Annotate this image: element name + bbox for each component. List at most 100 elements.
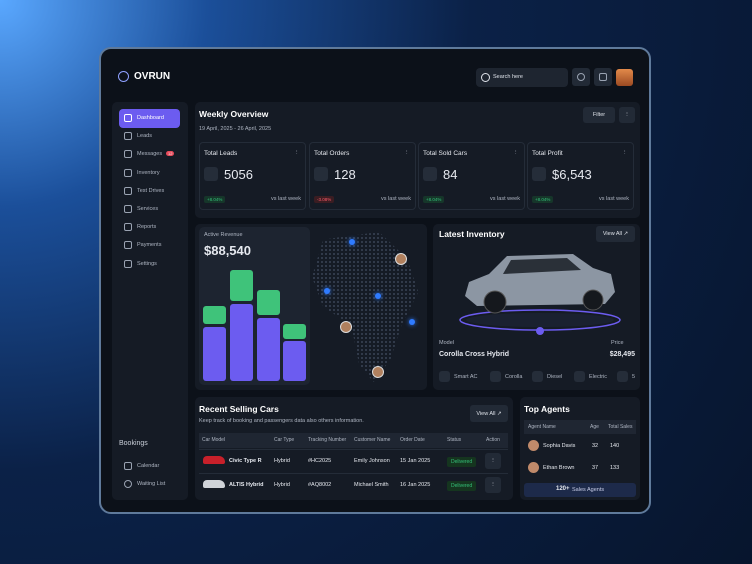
more-icon: ⋮: [294, 150, 300, 156]
notification-button[interactable]: [594, 68, 612, 86]
feature-label: Electric: [589, 374, 608, 380]
table-header: Total Sales: [608, 424, 633, 430]
filter-label: Filter: [592, 112, 606, 118]
nav-item[interactable]: Messages: [137, 151, 163, 158]
feature-icon: [532, 371, 543, 382]
stat-value: 128: [334, 167, 356, 182]
nav-item[interactable]: Settings: [137, 260, 157, 267]
nav-icon: [124, 132, 132, 141]
car-wheel: [582, 289, 604, 311]
filter-button[interactable]: Filter: [583, 107, 615, 123]
model-name: Corolla Cross Hybrid: [439, 351, 510, 358]
table-cell: 140: [610, 443, 620, 449]
stat-compare: vs last week: [490, 196, 520, 202]
stat-change: +8.04%: [423, 196, 445, 203]
map-avatar: [340, 321, 352, 333]
map-marker: [409, 319, 415, 325]
nav-item[interactable]: Waiting List: [137, 481, 166, 487]
revenue-bar-top: [283, 324, 306, 339]
price: $28,495: [609, 351, 635, 358]
view-all-label: View All: [602, 231, 623, 237]
feature-label: Smart AC: [454, 374, 478, 380]
nav-item[interactable]: Services: [137, 206, 159, 212]
table-header: Age: [590, 424, 599, 430]
view-all-button[interactable]: View All ↗: [470, 405, 508, 422]
stat-icon: [532, 167, 546, 181]
nav-item[interactable]: Calendar: [137, 463, 160, 469]
map-avatar: [372, 366, 384, 378]
stat-value: 5056: [224, 167, 253, 182]
view-all-button[interactable]: View All ↗: [596, 226, 635, 242]
more-icon: ⋮: [404, 150, 410, 156]
stat-value: 84: [443, 167, 458, 182]
table-cell: 37: [592, 465, 599, 471]
settings-icon: [577, 73, 585, 81]
nav-item[interactable]: Dashboard: [137, 115, 164, 121]
price-label: Price: [611, 340, 624, 346]
feature-icon: [617, 371, 628, 382]
agents-count-bg: [524, 483, 636, 497]
agent-avatar: [528, 462, 539, 473]
stat-label: Total Orders: [314, 150, 350, 157]
feature-label: Diesel: [547, 374, 563, 380]
table-header: Agent Name: [528, 424, 556, 430]
carousel-dot[interactable]: [536, 327, 544, 335]
table-cell: Hybrid: [274, 458, 290, 464]
feature-icon: [574, 371, 585, 382]
nav-icon: [124, 150, 132, 159]
search-icon: [481, 73, 490, 82]
agents-panel: [520, 397, 640, 500]
nav-icon: [124, 480, 132, 488]
inventory-title: Latest Inventory: [439, 229, 505, 239]
message-badge: 12: [166, 151, 175, 156]
car-image: [459, 254, 621, 335]
nav-item[interactable]: Reports: [137, 224, 157, 231]
user-avatar[interactable]: [616, 69, 633, 86]
nav-item[interactable]: Test Drives: [137, 187, 165, 194]
revenue-bar-top: [230, 270, 253, 301]
logo-icon: [118, 71, 129, 82]
nav-item[interactable]: Inventory: [137, 169, 160, 176]
nav-item[interactable]: Leads: [137, 133, 152, 140]
table-cell: Michael Smith: [354, 482, 389, 488]
feature-label: 5: [632, 374, 636, 380]
revenue-bar: [283, 341, 306, 381]
map-marker: [375, 293, 381, 299]
settings-button[interactable]: [572, 68, 590, 86]
sidebar: [112, 102, 188, 500]
table-header-bg: [199, 433, 508, 448]
recent-sales-subtitle: Keep track of booking and passengers dat…: [199, 418, 364, 424]
revenue-label: Active Revenue: [204, 232, 243, 238]
revenue-bar-top: [257, 290, 280, 315]
table-cell: Civic Type R: [229, 458, 262, 464]
row-divider: [199, 473, 508, 474]
stat-change: -3.08%: [314, 196, 335, 203]
action-button[interactable]: ⋮: [485, 477, 501, 493]
table-header: Car Type: [274, 437, 295, 443]
bell-icon: [599, 73, 607, 81]
table-cell: Emily Johnson: [354, 458, 390, 464]
overview-title: Weekly Overview: [199, 109, 269, 119]
view-all-label: View All: [476, 410, 496, 417]
more-icon: ⋮: [622, 150, 628, 156]
status-badge: Delivered: [447, 481, 477, 491]
recent-sales-title: Recent Selling Cars: [199, 404, 279, 414]
feature-label: Corolla: [505, 374, 523, 380]
table-cell: 133: [610, 465, 620, 471]
action-button[interactable]: ⋮: [485, 453, 501, 469]
revenue-bar: [257, 318, 280, 381]
agents-count: 120+: [556, 486, 570, 492]
table-cell: 15 Jan 2025: [400, 458, 431, 464]
nav-icon: [124, 186, 132, 195]
stat-label: Total Leads: [204, 150, 238, 157]
nav-item[interactable]: Payments: [137, 242, 162, 249]
more-button[interactable]: ⋮: [619, 107, 635, 123]
nav-icon: [124, 205, 132, 213]
search-box[interactable]: [476, 68, 568, 87]
stat-change: +8.04%: [204, 196, 226, 203]
table-header: Customer Name: [354, 437, 391, 443]
feature-icon: [490, 371, 501, 382]
overview-panel: [195, 102, 640, 218]
map-marker: [324, 288, 330, 294]
table-cell: Sophia Davis: [543, 443, 576, 449]
